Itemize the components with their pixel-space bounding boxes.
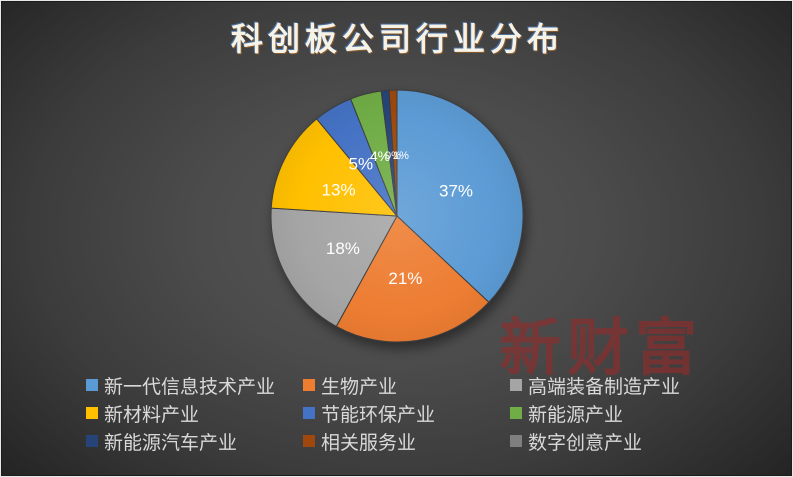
svg-text:1%: 1% [393, 150, 409, 162]
svg-text:13%: 13% [322, 181, 356, 200]
svg-text:18%: 18% [326, 239, 360, 258]
svg-text:37%: 37% [439, 182, 473, 201]
svg-text:21%: 21% [388, 269, 422, 288]
